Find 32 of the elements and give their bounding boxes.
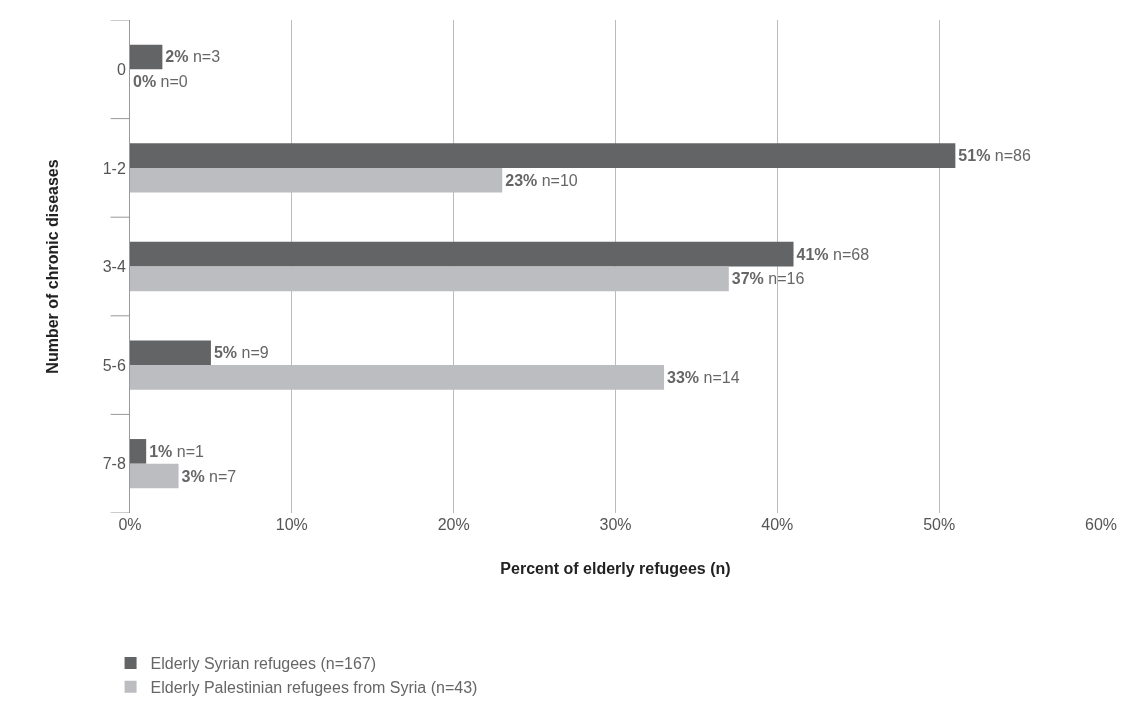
data-label: 37% n=16 (731, 270, 805, 288)
x-tick-label: 50% (923, 516, 956, 533)
legend-label: Elderly Syrian refugees (n=167) (150, 655, 377, 673)
x-axis-title: Percent of elderly refugees (n) (500, 559, 731, 577)
x-tick-label: 20% (437, 516, 470, 533)
legend-label: Elderly Palestinian refugees from Syria (n=43) (150, 679, 478, 697)
y-tick-label: 5-6 (102, 356, 126, 374)
x-tick-label: 10% (275, 516, 308, 533)
y-tick-label: 0 (116, 60, 126, 78)
bar (130, 340, 211, 366)
y-tick-label: 1-2 (102, 159, 126, 177)
data-label: 33% n=14 (667, 368, 740, 386)
y-tick-label: 7-8 (102, 455, 126, 473)
x-tick-label: 40% (761, 516, 794, 533)
x-tick-label: 0% (118, 516, 142, 533)
data-label: 3% n=7 (181, 467, 237, 485)
bar (130, 241, 794, 267)
data-label: 41% n=68 (796, 245, 870, 263)
bar (130, 463, 179, 489)
x-tick-label: 30% (599, 516, 632, 533)
data-label: 0% n=0 (133, 73, 188, 91)
data-label: 5% n=9 (213, 344, 269, 362)
data-label: 23% n=10 (505, 171, 578, 189)
y-tick-label: 3-4 (102, 258, 126, 276)
bar (130, 439, 147, 464)
data-label: 51% n=86 (958, 147, 1031, 165)
data-label: 2% n=3 (165, 48, 221, 66)
bar (130, 44, 163, 70)
bar (130, 143, 956, 168)
x-tick-label: 60% (1084, 516, 1118, 533)
y-axis-title: Number of chronic diseases (43, 159, 61, 374)
data-label: 1% n=1 (149, 442, 204, 460)
